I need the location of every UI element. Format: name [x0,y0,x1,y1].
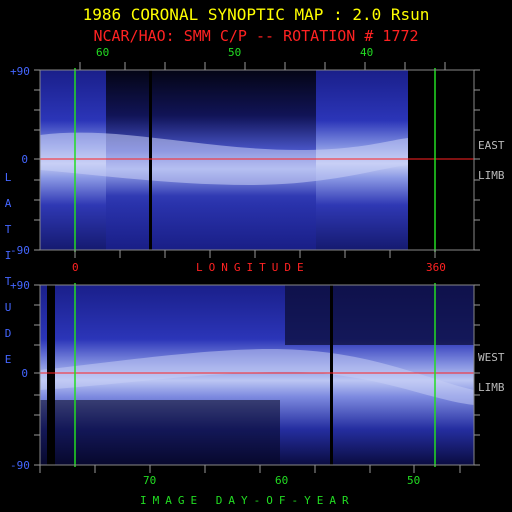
latitude-axis-letter: T [4,223,12,236]
day-label: 70 [143,474,157,487]
map-subtitle: NCAR/HAO: SMM C/P -- ROTATION # 1772 [93,27,419,45]
top-panel-frame [39,69,475,251]
latitude-axis-letter: L [4,171,12,184]
limb-label-west: WEST [478,351,505,364]
day-label: 60 [275,474,289,487]
bottom-panel-frame [39,284,475,466]
limb-label-east: EAST [478,139,505,152]
day-label: 60 [96,46,110,59]
day-of-year-axis-title: IMAGE DAY-OF-YEAR [140,494,355,507]
top-panel [34,62,480,258]
latitude-axis-letter: D [4,327,12,340]
latitude-axis-letter: T [4,275,12,288]
lat-label-zero: 0 [21,367,28,380]
lat-label-bottom: -90 [10,244,30,257]
latitude-axis-letter: E [4,353,12,366]
limb-label: LIMB [478,381,505,394]
day-label: 50 [407,474,421,487]
day-label: 40 [360,46,374,59]
latitude-axis-letter: A [4,197,12,210]
longitude-end: 360 [426,261,446,274]
map-title: 1986 CORONAL SYNOPTIC MAP : 2.0 Rsun [82,5,430,24]
latitude-axis-letter: U [4,301,12,314]
data-gap-line [330,285,333,465]
longitude-axis-title: LONGITUDE [196,261,310,274]
lat-label-top: +90 [10,279,30,292]
latitude-axis-letter: I [4,249,12,262]
lat-label-bottom: -90 [10,459,30,472]
bottom-panel [34,283,480,473]
data-gap-line [149,70,152,250]
lat-label-top: +90 [10,65,30,78]
day-label: 50 [228,46,242,59]
limb-label: LIMB [478,169,505,182]
lat-label-zero: 0 [21,153,28,166]
longitude-start: 0 [72,261,79,274]
